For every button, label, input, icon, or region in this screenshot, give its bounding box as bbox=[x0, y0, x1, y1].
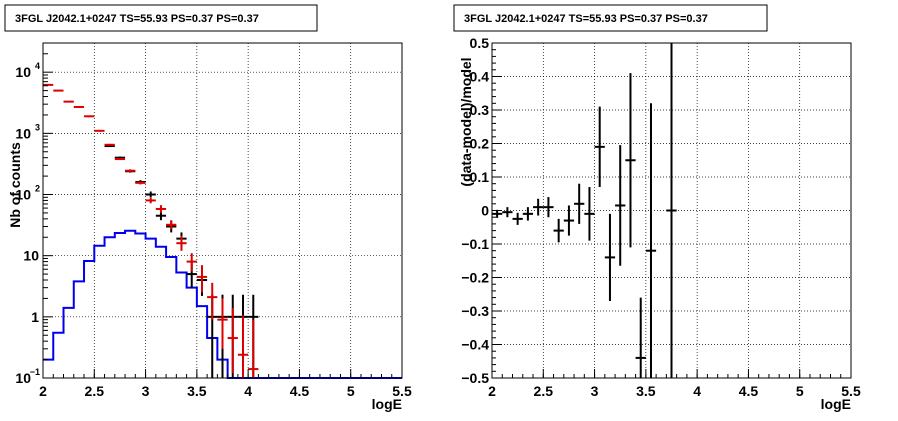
x-tick-label: 2.5 bbox=[534, 383, 554, 399]
y-tick-label: −0.1 bbox=[461, 236, 489, 252]
data-point bbox=[176, 235, 187, 251]
right-grid bbox=[492, 43, 851, 378]
data-point bbox=[155, 205, 167, 213]
x-tick-label: 4.5 bbox=[290, 383, 310, 399]
y-tick-label: −0.3 bbox=[461, 303, 489, 319]
right-xlabel: logE bbox=[821, 396, 851, 412]
x-tick-label: 2 bbox=[488, 383, 496, 399]
data-point bbox=[248, 319, 259, 378]
data-point bbox=[584, 187, 595, 241]
data-point bbox=[166, 220, 177, 230]
left-xlabel: logE bbox=[372, 396, 402, 412]
spectrum-panel: 3FGL J2042.1+0247 TS=55.93 PS=0.37 PS=0.… bbox=[4, 4, 412, 412]
y-tick-exponent: 4 bbox=[35, 61, 40, 71]
data-point bbox=[512, 212, 523, 225]
data-point bbox=[43, 83, 54, 86]
data-point bbox=[145, 191, 156, 198]
y-tick-label: 10 bbox=[15, 370, 31, 386]
data-point bbox=[502, 207, 513, 218]
data-point bbox=[84, 115, 95, 118]
data-point bbox=[53, 89, 64, 92]
data-point bbox=[186, 253, 197, 272]
x-tick-label: 3 bbox=[591, 383, 599, 399]
x-tick-label: 2 bbox=[39, 383, 47, 399]
data-point bbox=[94, 129, 105, 132]
x-tick-label: 3.5 bbox=[187, 383, 207, 399]
y-tick-label: −0.2 bbox=[461, 270, 489, 286]
y-tick-exponent: 2 bbox=[35, 184, 40, 194]
data-point bbox=[635, 297, 646, 378]
data-point bbox=[207, 282, 218, 320]
y-tick-label: 0.5 bbox=[470, 35, 490, 51]
data-point bbox=[237, 315, 249, 378]
right-ylabel: (data-model)/model bbox=[458, 57, 474, 186]
left-ylabel: Nb of counts bbox=[7, 142, 23, 228]
x-tick-label: 4.5 bbox=[739, 383, 759, 399]
y-tick-label: −0.5 bbox=[461, 370, 489, 386]
y-tick-label: 0.2 bbox=[470, 136, 490, 152]
data-point bbox=[594, 106, 605, 188]
x-tick-label: 5 bbox=[796, 383, 804, 399]
y-tick-label: 0.4 bbox=[470, 69, 490, 85]
data-point bbox=[73, 105, 85, 108]
x-tick-label: 4 bbox=[693, 383, 701, 399]
y-tick-label: 10 bbox=[15, 64, 31, 80]
y-tick-exponent: 3 bbox=[35, 122, 40, 132]
residual-panel: 3FGL J2042.1+0247 TS=55.93 PS=0.37 PS=0.… bbox=[453, 4, 861, 412]
data-point bbox=[145, 197, 156, 204]
data-point bbox=[553, 218, 564, 243]
data-point bbox=[104, 143, 115, 146]
data-point bbox=[533, 198, 544, 216]
data-point bbox=[196, 265, 208, 293]
left-grid bbox=[43, 43, 402, 378]
y-tick-label: 10 bbox=[23, 248, 39, 264]
y-tick-label: 10 bbox=[15, 187, 31, 203]
left-title: 3FGL J2042.1+0247 TS=55.93 PS=0.37 PS=0.… bbox=[15, 13, 259, 25]
right-title-box bbox=[453, 4, 768, 32]
data-point bbox=[135, 181, 146, 185]
y-tick-label: 0 bbox=[481, 203, 489, 219]
y-tick-label: 0.3 bbox=[470, 102, 490, 118]
x-tick-label: 5 bbox=[347, 383, 355, 399]
data-point bbox=[63, 100, 74, 103]
x-tick-label: 2.5 bbox=[85, 383, 105, 399]
data-point bbox=[563, 205, 575, 236]
data-point bbox=[522, 207, 534, 221]
data-point bbox=[645, 103, 657, 378]
x-tick-label: 5.5 bbox=[841, 383, 861, 399]
x-tick-label: 4 bbox=[244, 383, 252, 399]
data-point bbox=[492, 209, 503, 218]
right-title: 3FGL J2042.1+0247 TS=55.93 PS=0.37 PS=0.… bbox=[464, 13, 708, 25]
y-tick-label: 0.1 bbox=[470, 169, 490, 185]
data-point bbox=[543, 197, 554, 218]
x-tick-label: 5.5 bbox=[392, 383, 412, 399]
data-point bbox=[625, 73, 636, 248]
x-tick-label: 3 bbox=[142, 383, 150, 399]
data-point bbox=[114, 158, 126, 161]
y-tick-label: 1 bbox=[31, 309, 39, 325]
data-point bbox=[574, 183, 585, 224]
data-point bbox=[666, 43, 677, 378]
right-axis-ticks: 2 2.5 3 3.5 4 4.5 5 5.5 −0.5 −0.4 −0.3 −0.2 −0.1 0 0.1… bbox=[461, 35, 861, 399]
y-tick-label: −0.4 bbox=[461, 337, 489, 353]
residual-points bbox=[492, 43, 677, 378]
data-points-black bbox=[104, 144, 259, 378]
data-point bbox=[217, 298, 228, 349]
data-point bbox=[227, 307, 238, 374]
data-point bbox=[615, 145, 626, 266]
data-point bbox=[125, 169, 136, 173]
data-point bbox=[604, 213, 616, 301]
x-tick-label: 3.5 bbox=[636, 383, 656, 399]
data-points-red bbox=[43, 83, 259, 378]
y-tick-exponent: −1 bbox=[30, 367, 40, 377]
left-frame bbox=[42, 42, 403, 379]
y-tick-label: 10 bbox=[15, 125, 31, 141]
left-title-box bbox=[4, 4, 318, 32]
